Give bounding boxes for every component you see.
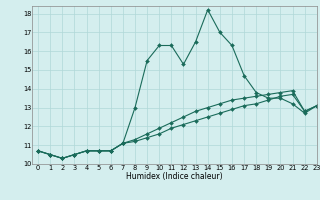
X-axis label: Humidex (Indice chaleur): Humidex (Indice chaleur) — [126, 172, 223, 181]
